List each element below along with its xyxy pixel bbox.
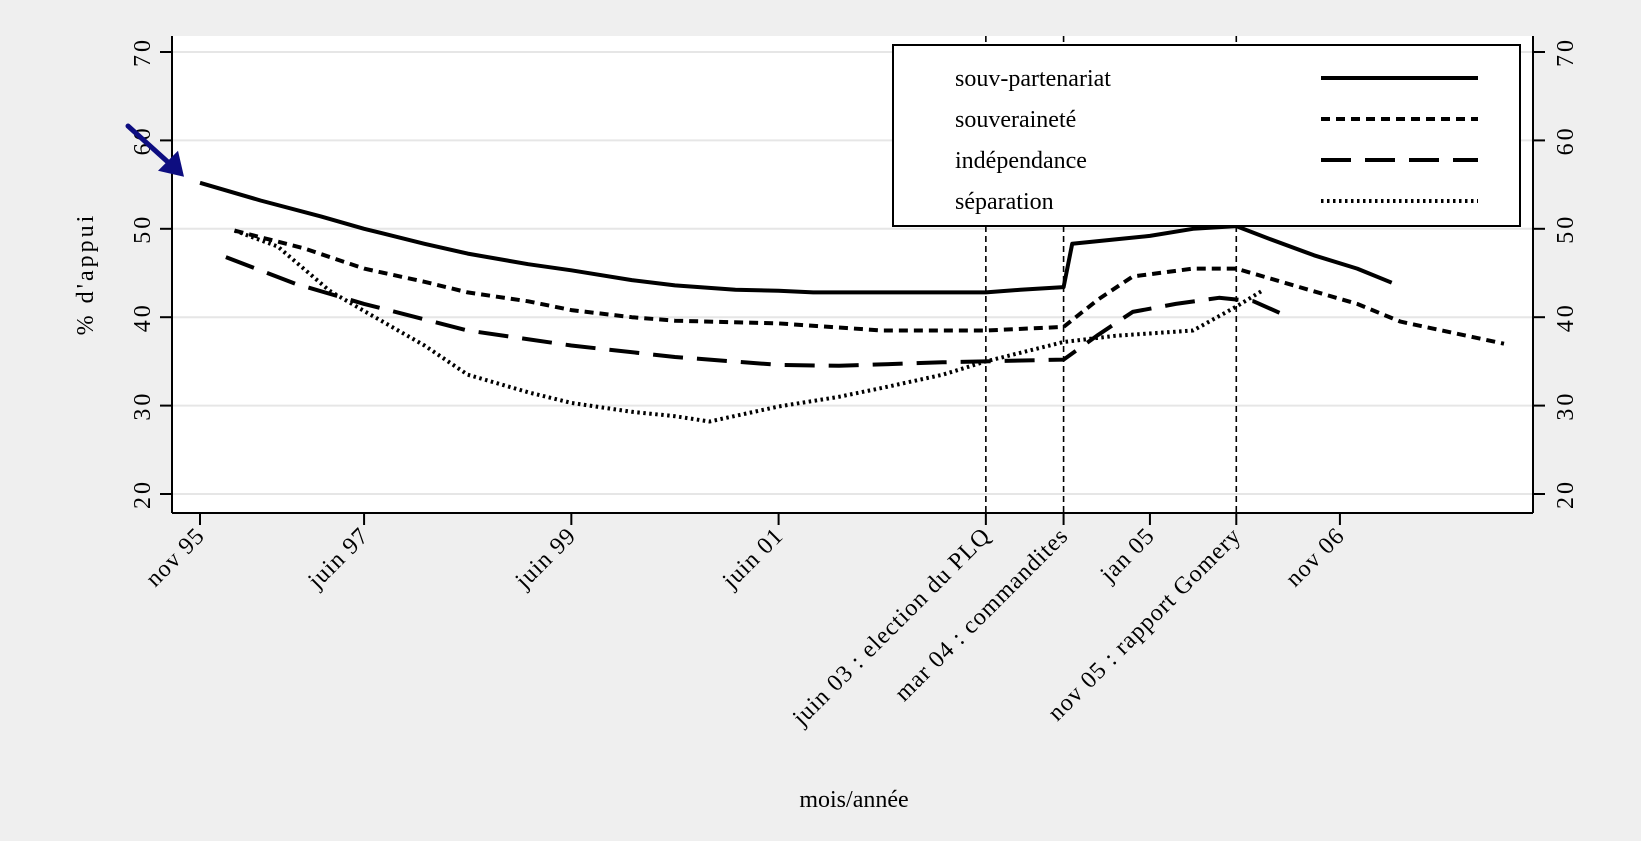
y-tick-label-left: 70 bbox=[130, 37, 156, 67]
series-line-souveraineté bbox=[234, 228, 1505, 346]
x-axis-title: mois/année bbox=[799, 787, 908, 813]
y-tick-label-right: 50 bbox=[1553, 214, 1579, 244]
y-axis-title: % d'appui bbox=[73, 213, 99, 336]
series-line-indépendance bbox=[225, 255, 1281, 368]
legend-box bbox=[892, 44, 1521, 227]
y-tick-label-right: 60 bbox=[1553, 125, 1579, 155]
y-tick-label-right: 70 bbox=[1553, 37, 1579, 67]
y-tick-label-left: 20 bbox=[130, 479, 156, 509]
y-tick-label-right: 40 bbox=[1553, 302, 1579, 332]
annotation-arrow bbox=[125, 123, 184, 177]
legend-label: séparation bbox=[955, 189, 1054, 215]
arrow-head bbox=[158, 150, 184, 177]
legend-label: souv-partenariat bbox=[955, 66, 1111, 92]
y-tick-label-right: 30 bbox=[1553, 391, 1579, 421]
y-tick-label-left: 30 bbox=[130, 391, 156, 421]
y-tick-label-left: 50 bbox=[130, 214, 156, 244]
arrow-shaft bbox=[125, 123, 175, 169]
y-tick-label-left: 40 bbox=[130, 302, 156, 332]
legend: souv-partenariat souveraineté indépendance… bbox=[892, 44, 1521, 227]
y-tick-label-right: 20 bbox=[1553, 479, 1579, 509]
legend-label: souveraineté bbox=[955, 107, 1076, 133]
legend-label: indépendance bbox=[955, 148, 1087, 174]
series-line-séparation bbox=[233, 228, 1264, 424]
